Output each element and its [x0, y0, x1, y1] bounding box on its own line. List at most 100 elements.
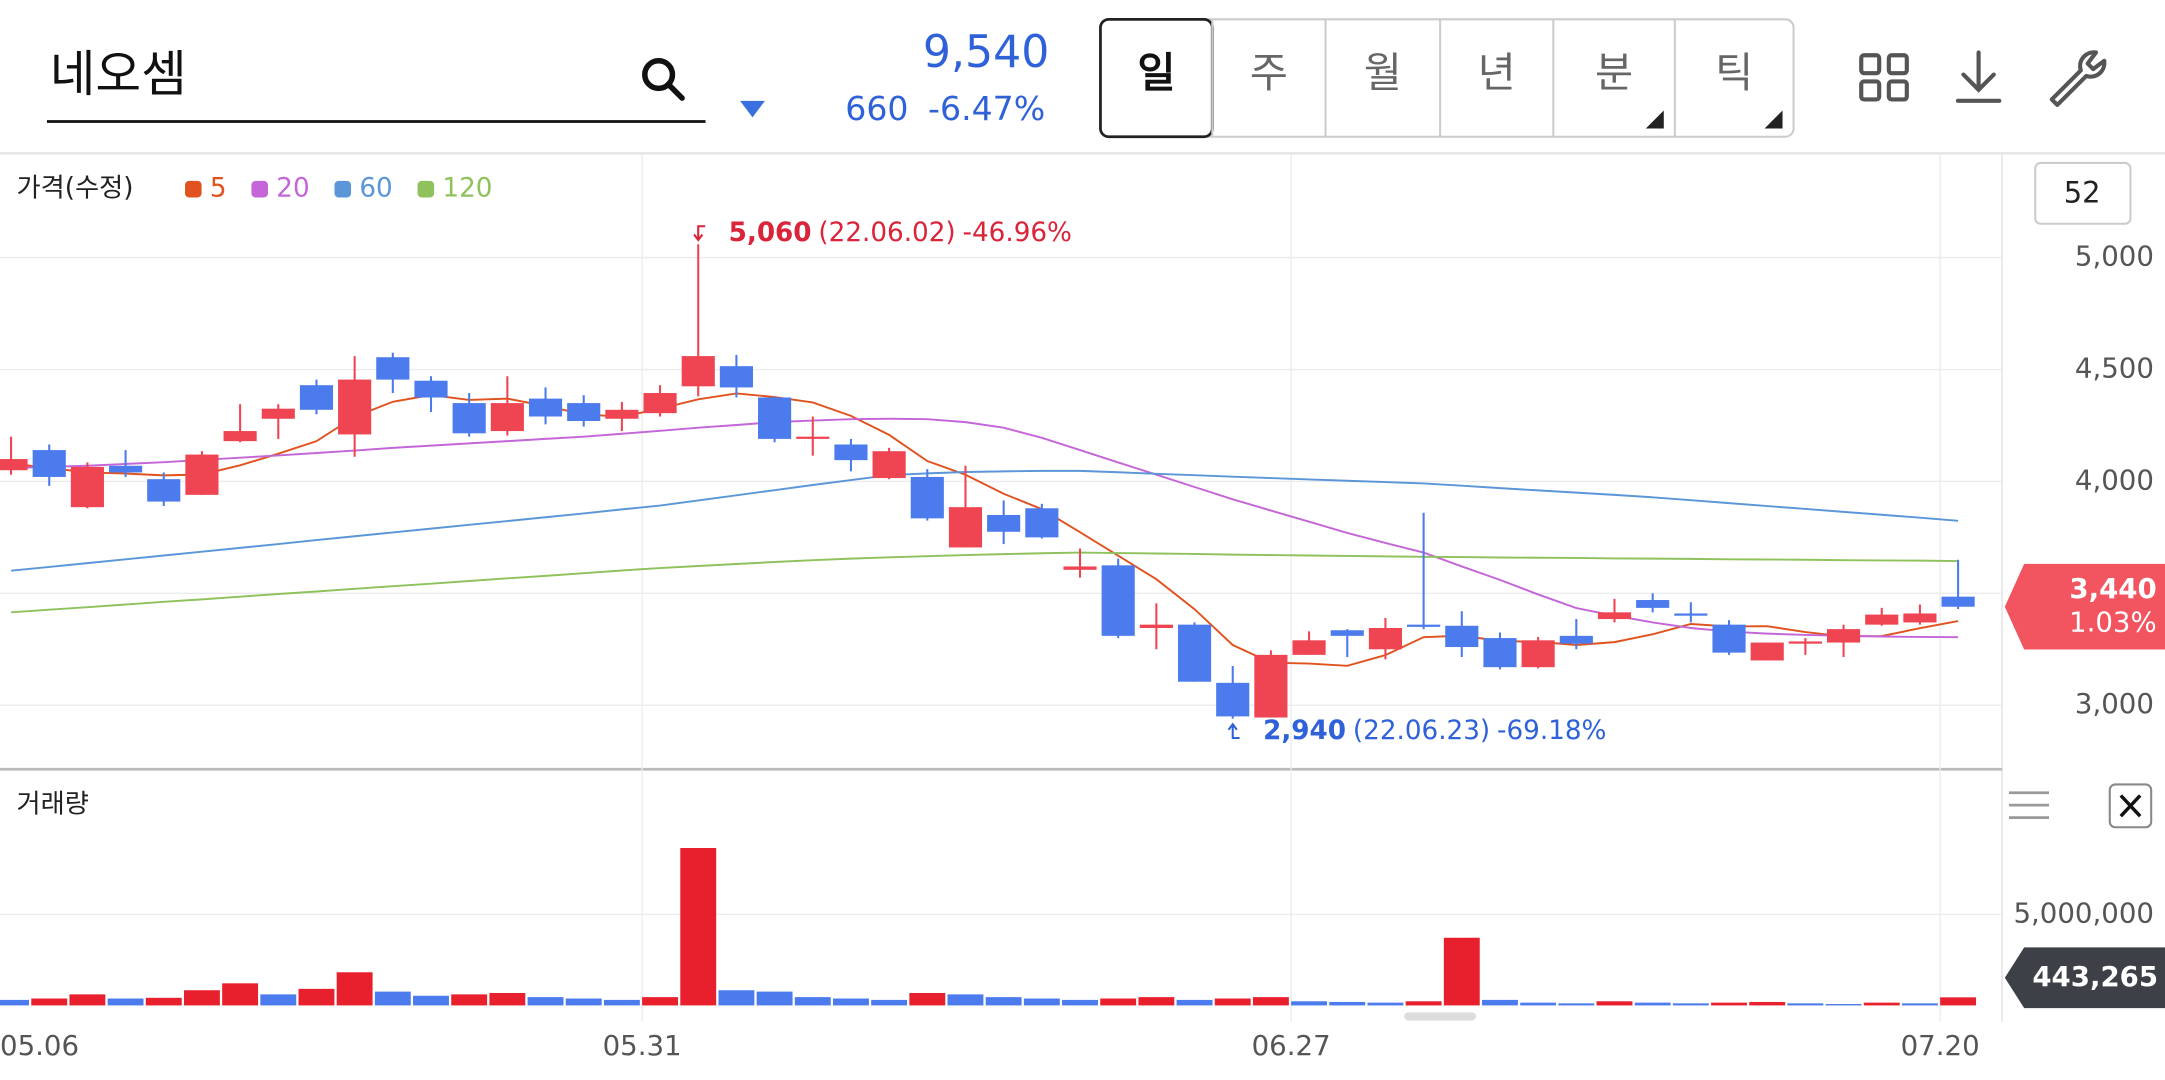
candle-body: [1941, 596, 1975, 607]
settings-icon[interactable]: [2049, 50, 2107, 108]
volume-bar: [1596, 1001, 1633, 1006]
candle-body: [1903, 613, 1937, 623]
candle-body: [1826, 629, 1861, 643]
search-icon[interactable]: [642, 58, 685, 101]
legend-swatch: [251, 180, 268, 198]
period-tab[interactable]: 월: [1364, 49, 1402, 97]
candle-body: [109, 465, 143, 473]
layout-icon[interactable]: [1859, 53, 1909, 102]
candle-body: [1483, 638, 1517, 668]
y-tick-label: 4,000: [2075, 463, 2154, 496]
period-tab[interactable]: 틱: [1715, 49, 1753, 97]
volume-bar: [1672, 1003, 1709, 1006]
volume-bar: [0, 999, 29, 1006]
candle-body: [1330, 630, 1364, 636]
download-icon[interactable]: [1955, 50, 2002, 103]
candle-body: [948, 507, 983, 548]
annotation: 5,060 (22.06.02) -46.96%: [729, 218, 1072, 248]
candle-body: [1368, 628, 1403, 650]
period-tab[interactable]: 주: [1250, 49, 1288, 97]
volume-bar: [1100, 998, 1137, 1006]
candle-body: [872, 451, 906, 479]
moving-average-line: [10, 392, 1959, 667]
volume-bar: [1711, 1002, 1747, 1006]
candle-body: [1139, 624, 1173, 629]
volume-bar: [565, 998, 602, 1006]
moving-average-line: [10, 551, 1959, 614]
candle-body: [1177, 624, 1212, 682]
volume-bar: [298, 988, 335, 1006]
legend-label: 20: [276, 174, 309, 204]
last-price-label: 3,440: [2069, 572, 2156, 605]
moving-average-line: [10, 469, 1959, 572]
visible-count: 52: [2064, 176, 2101, 210]
volume-bar: [1329, 1001, 1366, 1006]
volume-bar: [642, 997, 679, 1006]
candle-body: [1636, 600, 1670, 608]
candle-body: [1674, 613, 1708, 616]
candle-body: [32, 450, 66, 477]
period-tab[interactable]: 분: [1595, 49, 1633, 97]
panel-close-button[interactable]: [2108, 783, 2153, 829]
dropdown-arrow[interactable]: [740, 100, 765, 118]
volume-bar: [1405, 1001, 1442, 1006]
x-tick-label: 05.31: [603, 1029, 682, 1062]
volume-bar: [1940, 997, 1977, 1006]
annotation-value: 5,060: [729, 218, 812, 248]
candle-body: [681, 356, 715, 387]
candle-body: [0, 459, 28, 471]
volume-bar: [1749, 1001, 1786, 1006]
volume-value-label: 443,265: [2032, 960, 2158, 993]
volume-bar: [1634, 1002, 1671, 1006]
volume-bar: [794, 997, 831, 1006]
candle-body: [1597, 612, 1632, 620]
volume-bar: [145, 997, 182, 1006]
annotation-value: 2,940: [1263, 716, 1346, 746]
search-input[interactable]: 네오셈: [50, 45, 187, 103]
volume-bar: [1863, 1002, 1900, 1006]
period-tab[interactable]: 년: [1478, 49, 1516, 97]
volume-bar: [1138, 997, 1175, 1006]
change-rate: -6.47%: [928, 89, 1045, 128]
volume-bar: [1558, 1003, 1595, 1006]
volume-bar: [527, 997, 564, 1006]
volume-bar: [31, 998, 68, 1006]
volume-bar: [69, 994, 106, 1006]
volume-bar: [1367, 1002, 1404, 1006]
volume-value-badge: [2004, 947, 2165, 1009]
candle-body: [719, 366, 753, 388]
y-tick-label: 3,000: [2075, 687, 2154, 720]
last-change-label: 1.03%: [2069, 605, 2157, 638]
volume-bar: [680, 847, 717, 1006]
candle-body: [1559, 635, 1593, 644]
visible-count-box[interactable]: [2034, 161, 2132, 225]
annotation-change: -69.18%: [1497, 716, 1606, 746]
y-tick-label: 5,000,000: [2013, 896, 2153, 929]
volume-bar: [1520, 1002, 1557, 1006]
candle-body: [147, 479, 181, 502]
legend-swatch: [334, 180, 352, 198]
panel-menu-icon[interactable]: [2008, 791, 2050, 819]
volume-bar: [107, 998, 144, 1006]
annotation-date: (22.06.02): [818, 218, 955, 248]
x-tick-label: 06.27: [1252, 1029, 1331, 1062]
x-tick-label: 07.20: [1901, 1029, 1980, 1062]
chart-area: 3,0003,5004,0004,5005,0005,000,00005.060…: [0, 154, 2165, 1062]
candle-body: [910, 476, 944, 519]
scroll-handle[interactable]: [1404, 1012, 1477, 1021]
candle-body: [605, 409, 639, 419]
annotation-arrow: [1227, 722, 1240, 740]
annotation: 2,940 (22.06.23) -69.18%: [1263, 716, 1606, 746]
price-panel-title: 가격(수정): [17, 174, 134, 204]
candle-body: [338, 379, 372, 435]
legend-swatch: [417, 180, 435, 198]
candle-body: [796, 436, 830, 439]
volume-bar: [1482, 999, 1518, 1006]
period-tab[interactable]: 일: [1137, 49, 1175, 97]
candle-body: [299, 385, 334, 410]
candle-body: [376, 357, 410, 380]
volume-bar: [183, 990, 220, 1006]
